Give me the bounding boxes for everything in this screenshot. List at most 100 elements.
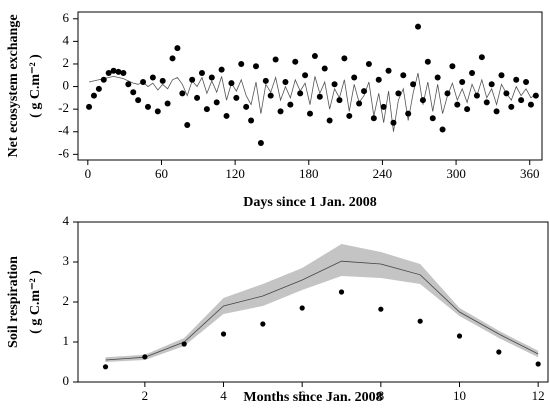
- data-point: [361, 88, 368, 95]
- data-point: [498, 72, 505, 79]
- data-point: [243, 103, 250, 110]
- data-point: [203, 106, 210, 113]
- data-point: [120, 70, 127, 77]
- data-point: [424, 58, 431, 65]
- data-point: [410, 81, 417, 88]
- data-point: [299, 305, 305, 311]
- x-tick-label: 12: [532, 388, 545, 403]
- x-tick-label: 300: [446, 166, 466, 181]
- data-point: [439, 126, 446, 133]
- data-point: [238, 60, 245, 67]
- data-point: [478, 54, 485, 61]
- data-point: [417, 318, 423, 324]
- data-point: [252, 63, 259, 70]
- data-point: [518, 97, 525, 104]
- data-point: [449, 63, 456, 70]
- uncertainty-band: [105, 244, 539, 362]
- data-point: [248, 117, 255, 124]
- y-tick-label: -2: [58, 100, 69, 115]
- x-tick-label: 2: [142, 388, 149, 403]
- data-point: [287, 101, 294, 108]
- data-point: [456, 333, 463, 339]
- data-point: [311, 53, 318, 60]
- y-tick-label: -4: [58, 123, 69, 138]
- data-point: [189, 76, 196, 83]
- data-point: [228, 80, 235, 87]
- data-point: [346, 112, 353, 119]
- y-tick-label: -6: [58, 145, 69, 160]
- data-point: [341, 55, 348, 62]
- data-point: [419, 97, 426, 104]
- data-point: [198, 70, 205, 77]
- x-tick-label: 4: [220, 388, 227, 403]
- data-point: [154, 108, 161, 115]
- data-point: [464, 106, 471, 113]
- data-point: [429, 115, 436, 122]
- data-point: [496, 349, 502, 355]
- y-tick-label: 4: [63, 213, 70, 228]
- x-tick-label: 180: [299, 166, 319, 181]
- data-point: [307, 110, 313, 117]
- data-point: [169, 55, 176, 62]
- data-point: [292, 58, 299, 65]
- data-point: [469, 70, 476, 77]
- data-point: [302, 72, 309, 79]
- plot-frame: [77, 11, 543, 161]
- data-point: [223, 112, 230, 119]
- data-point: [179, 90, 186, 97]
- data-point: [365, 60, 372, 67]
- data-point: [483, 99, 490, 106]
- x-tick-label: 60: [155, 166, 168, 181]
- data-point: [493, 108, 500, 115]
- y-tick-label: 2: [63, 55, 70, 70]
- data-point: [272, 56, 279, 63]
- data-point: [395, 90, 402, 97]
- data-point: [390, 119, 397, 126]
- model-line: [88, 72, 537, 132]
- data-point: [297, 90, 304, 97]
- data-point: [385, 67, 392, 74]
- data-point: [356, 100, 363, 107]
- data-point: [527, 101, 534, 108]
- x-tick-label: 240: [373, 166, 393, 181]
- data-point: [257, 140, 264, 147]
- x-tick-label: 120: [225, 166, 245, 181]
- data-point: [194, 94, 201, 101]
- data-point: [105, 70, 112, 77]
- data-point: [444, 90, 451, 97]
- data-point: [213, 99, 220, 106]
- y-axis-unit: ( g C.m⁻² ): [28, 270, 43, 334]
- y-tick-label: 6: [63, 10, 70, 25]
- data-point: [321, 65, 328, 72]
- data-point: [277, 108, 284, 115]
- data-point: [144, 103, 151, 110]
- x-tick-label: 10: [453, 388, 466, 403]
- data-point: [380, 103, 387, 110]
- x-tick-label: 0: [85, 166, 92, 181]
- data-point: [326, 117, 333, 124]
- data-point: [125, 81, 132, 88]
- data-point: [454, 101, 461, 108]
- data-point: [102, 364, 109, 370]
- data-point: [110, 67, 117, 74]
- data-point: [513, 76, 520, 83]
- data-point: [459, 79, 466, 86]
- data-point: [267, 92, 274, 99]
- data-point: [434, 74, 441, 81]
- data-point: [149, 74, 156, 81]
- data-point: [140, 79, 147, 86]
- y-tick-label: 0: [63, 373, 70, 388]
- data-point: [370, 115, 377, 122]
- data-point: [535, 361, 541, 367]
- data-point: [523, 79, 530, 86]
- data-point: [282, 79, 289, 86]
- data-point: [336, 97, 343, 104]
- data-point: [415, 23, 422, 30]
- data-point: [331, 81, 338, 88]
- x-tick-label: 6: [299, 388, 306, 403]
- data-point: [233, 94, 240, 101]
- data-point: [400, 72, 407, 79]
- y-axis-title: Net ecosystem exchange: [6, 14, 21, 157]
- x-tick-label: 360: [520, 166, 540, 181]
